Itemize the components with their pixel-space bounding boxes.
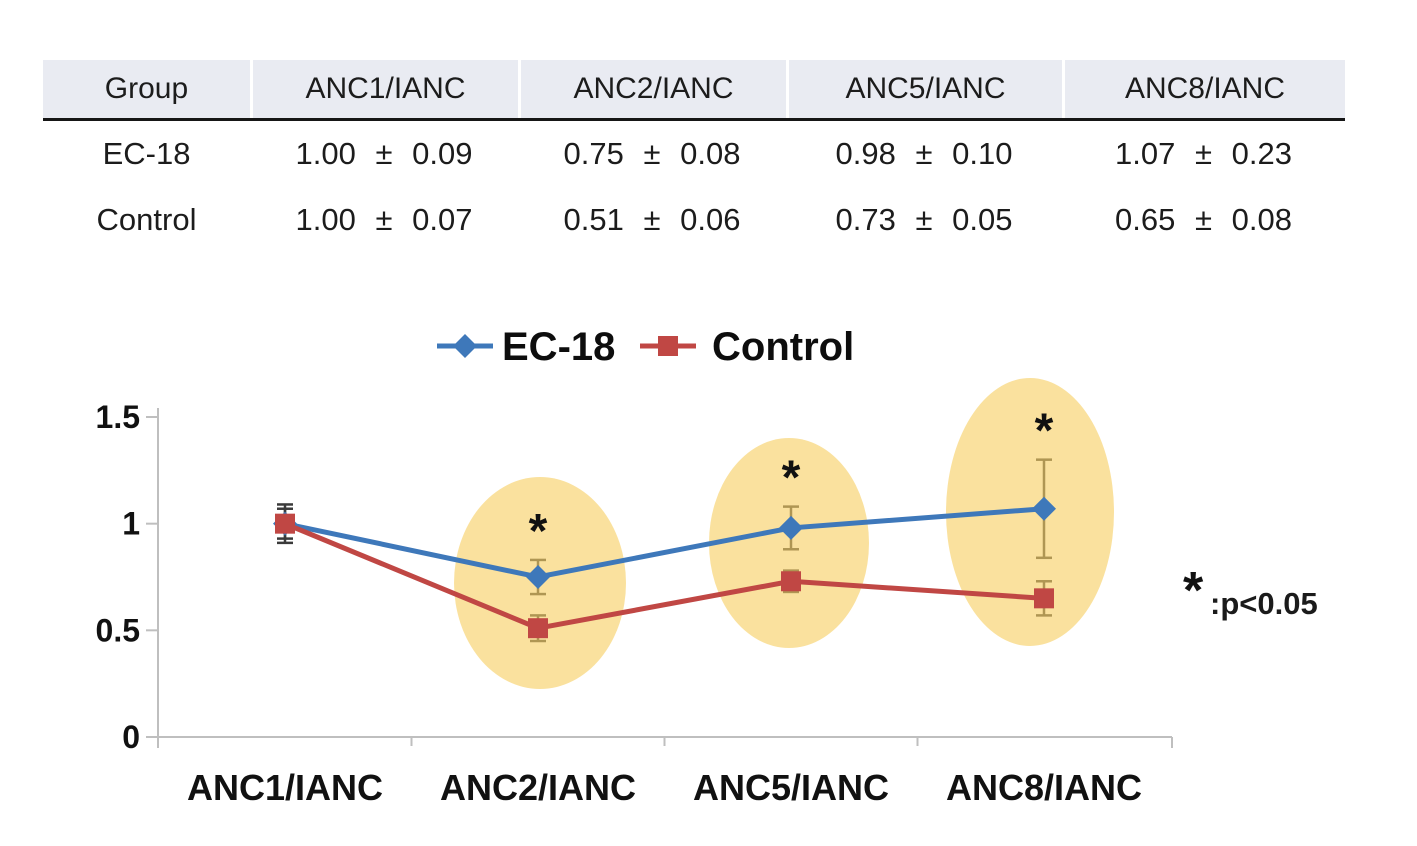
row-label: EC-18 <box>102 136 191 171</box>
table-cell: 0.51 ± 0.06 <box>563 202 741 237</box>
y-tick-label: 1.5 <box>96 399 140 435</box>
table-cell: 0.75 ± 0.08 <box>563 136 741 171</box>
control-line <box>284 521 1045 631</box>
column-header-anc1: ANC1/IANC <box>250 60 518 118</box>
control-marker <box>781 571 801 592</box>
row-label: Control <box>96 202 197 237</box>
summary-table: Group ANC1/IANC ANC2/IANC ANC5/IANC ANC8… <box>43 60 1345 253</box>
control-marker <box>528 618 548 639</box>
table-header-row: Group ANC1/IANC ANC2/IANC ANC5/IANC ANC8… <box>43 60 1345 121</box>
significance-asterisk: * <box>782 452 801 505</box>
line-chart: 0 0.5 1 1.5 ANC1/IANC ANC2/IANC ANC5/IANC ANC8/… <box>96 325 1318 808</box>
highlight-ellipse <box>709 438 869 648</box>
column-header-group: Group <box>43 60 250 118</box>
x-axis-label: ANC1/IANC <box>187 767 383 808</box>
table-cell: 0.65 ± 0.08 <box>1115 202 1292 237</box>
significance-asterisk: * <box>529 505 548 558</box>
legend-label: Control <box>712 325 854 369</box>
ec-18-marker <box>526 565 550 589</box>
table-row-control: Control 1.00 ± 0.07 0.51 ± 0.06 0.73 ± 0… <box>43 187 1345 253</box>
control-marker <box>275 513 295 534</box>
pvalue-note: :p<0.05 <box>1210 586 1318 621</box>
y-tick-label: 1 <box>122 506 140 542</box>
table-cell: 1.00 ± 0.07 <box>295 202 473 237</box>
column-header-anc2: ANC2/IANC <box>518 60 786 118</box>
ec-18-line <box>284 506 1045 580</box>
column-header-anc8: ANC8/IANC <box>1062 60 1345 118</box>
table-row-ec18: EC-18 1.00 ± 0.09 0.75 ± 0.08 0.98 ± 0.1… <box>43 121 1345 187</box>
x-axis-label: ANC8/IANC <box>946 767 1142 808</box>
ec-18-marker <box>1032 496 1056 521</box>
significance-asterisk: * <box>1035 405 1054 458</box>
ec-18-marker <box>779 515 803 540</box>
legend-label: EC-18 <box>502 325 615 369</box>
y-tick-label: 0.5 <box>96 612 140 648</box>
table-cell: 0.73 ± 0.05 <box>835 202 1013 237</box>
table-cell: 0.98 ± 0.10 <box>835 136 1013 171</box>
table-cell: 1.00 ± 0.09 <box>295 136 473 171</box>
y-tick-label: 0 <box>122 719 140 755</box>
column-header-anc5: ANC5/IANC <box>786 60 1062 118</box>
x-axis-label: ANC2/IANC <box>440 767 636 808</box>
legend-diamond-marker <box>453 334 477 358</box>
legend-square-marker <box>658 336 678 356</box>
table-cell: 1.07 ± 0.23 <box>1115 136 1292 171</box>
pvalue-asterisk: * <box>1183 562 1204 620</box>
x-axis-label: ANC5/IANC <box>693 767 889 808</box>
control-marker <box>1034 588 1054 609</box>
